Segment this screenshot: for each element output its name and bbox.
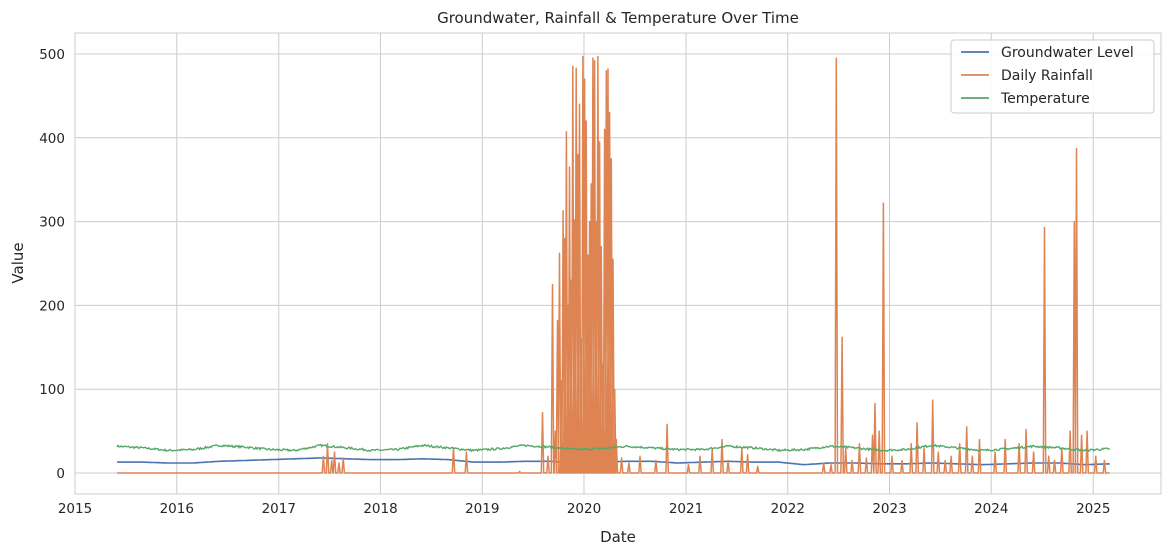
legend-label: Daily Rainfall xyxy=(1001,68,1093,84)
x-tick-label: 2024 xyxy=(974,501,1008,517)
x-tick-label: 2016 xyxy=(160,501,194,517)
y-tick-label: 400 xyxy=(39,131,65,147)
plot-frame xyxy=(74,32,1162,495)
series-line-daily-rainfall xyxy=(117,55,1110,474)
x-tick-label: 2025 xyxy=(1076,501,1110,517)
legend-label: Groundwater Level xyxy=(1001,45,1134,61)
y-tick-label: 0 xyxy=(56,466,65,482)
legend-label: Temperature xyxy=(1000,91,1090,107)
y-tick-label: 300 xyxy=(39,215,65,231)
y-tick-label: 500 xyxy=(39,47,65,63)
y-tick-label: 100 xyxy=(39,382,65,398)
x-tick-label: 2023 xyxy=(872,501,906,517)
y-axis-label: Value xyxy=(9,242,27,283)
grid xyxy=(74,33,1161,494)
tick-labels: 2015 2016 2017 2018 2019 2020 2021 2022 2023 2024… xyxy=(39,47,1110,517)
y-tick-label: 200 xyxy=(39,298,65,314)
x-tick-label: 2019 xyxy=(465,501,499,517)
x-tick-label: 2021 xyxy=(669,501,703,517)
x-tick-label: 2020 xyxy=(567,501,601,517)
series-line-temperature xyxy=(116,443,1110,453)
plot-area xyxy=(116,55,1110,474)
x-axis-label: Date xyxy=(600,528,636,546)
legend-box xyxy=(950,39,1155,114)
chart-title: Groundwater, Rainfall & Temperature Over… xyxy=(437,9,799,27)
x-tick-label: 2022 xyxy=(771,501,805,517)
x-tick-label: 2018 xyxy=(363,501,397,517)
x-tick-label: 2017 xyxy=(262,501,296,517)
x-tick-label: 2015 xyxy=(58,501,92,517)
legend: Groundwater Level Daily Rainfall Temperatu… xyxy=(950,39,1155,114)
